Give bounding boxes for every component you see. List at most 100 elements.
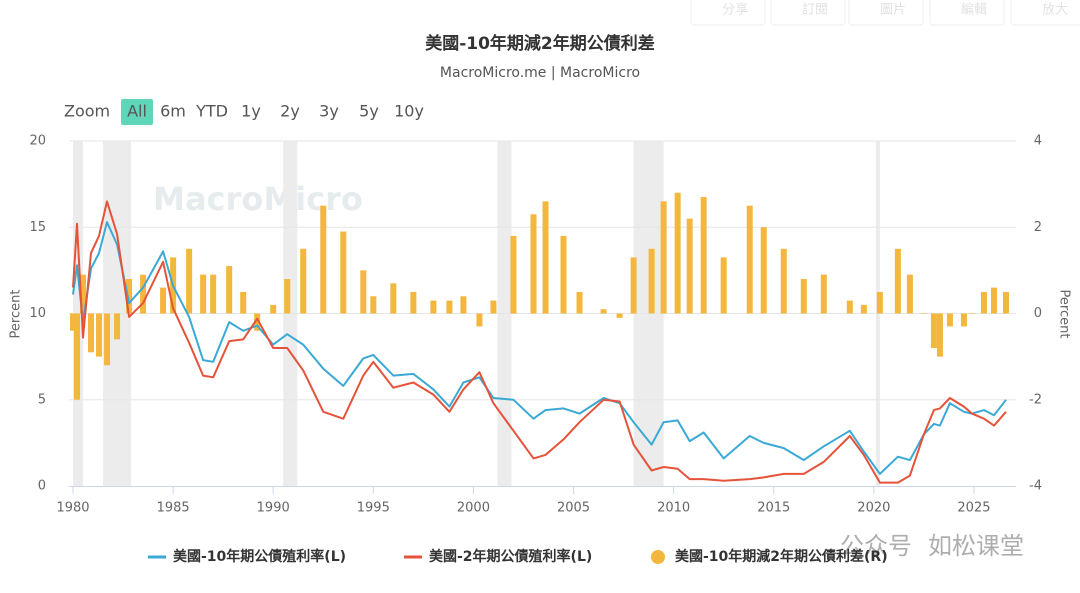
range-button-label[interactable]: 1y	[241, 102, 261, 121]
toolbar-button[interactable]	[770, 0, 846, 26]
bar	[920, 313, 927, 314]
range-button-label[interactable]: All	[127, 102, 147, 121]
range-button-label[interactable]: 10y	[394, 102, 424, 121]
bar	[140, 274, 147, 314]
bar	[510, 235, 517, 314]
toolbar-label: 放大	[1042, 3, 1068, 18]
bar	[114, 313, 121, 340]
toolbar-button[interactable]	[1010, 0, 1080, 26]
bar	[860, 304, 867, 314]
bar	[780, 248, 787, 314]
x-tick-label: 2005	[557, 501, 590, 516]
bar	[210, 274, 217, 314]
bar	[968, 313, 975, 314]
legend-label[interactable]: 美國-10年期減2年期公債利差(R)	[675, 548, 888, 565]
bar	[820, 274, 827, 314]
bar	[660, 201, 667, 314]
bar	[930, 313, 937, 348]
y2-tick-label: 2	[1034, 220, 1042, 235]
bar	[946, 313, 953, 327]
range-button[interactable]	[196, 99, 228, 125]
toolbar-label: 圖片	[880, 3, 906, 18]
range-button[interactable]	[316, 99, 342, 125]
bar	[876, 291, 883, 314]
range-button[interactable]	[160, 99, 186, 125]
bar	[686, 218, 693, 314]
toolbar-button[interactable]	[848, 0, 924, 26]
y-tick-label: 10	[29, 306, 46, 321]
chart-title: 美國-10年期減2年期公債利差	[425, 33, 655, 54]
bar	[630, 257, 637, 314]
bar	[542, 201, 549, 314]
overlay-text: 公众号	[840, 532, 912, 560]
x-tick-label: 2015	[757, 501, 790, 516]
y-tick-label: 0	[38, 479, 46, 494]
range-button-label[interactable]: YTD	[195, 102, 228, 121]
line	[72, 221, 1007, 475]
bar	[300, 248, 307, 314]
y2-axis-title: Percent	[1057, 290, 1072, 339]
bar	[648, 248, 655, 314]
x-tick-label: 2020	[857, 501, 890, 516]
bar	[284, 279, 291, 314]
bar	[390, 283, 397, 314]
bar	[530, 214, 537, 314]
y-tick-label: 5	[38, 392, 46, 407]
bar	[200, 274, 207, 314]
bar	[616, 313, 623, 318]
range-button-label[interactable]: 5y	[359, 102, 379, 121]
bar	[320, 205, 327, 314]
y-axis-title: Percent	[9, 290, 24, 339]
bar	[88, 313, 95, 353]
bar	[270, 304, 277, 314]
range-button[interactable]	[393, 99, 425, 125]
watermark: MacroMicro	[153, 180, 363, 218]
bar	[74, 313, 81, 400]
y-tick-label: 15	[29, 220, 46, 235]
range-button[interactable]	[356, 99, 382, 125]
bar	[980, 291, 987, 314]
bar	[254, 313, 261, 331]
y2-tick-label: -2	[1029, 392, 1042, 407]
legend-label[interactable]: 美國-10年期公債殖利率(L)	[173, 548, 346, 565]
toolbar-button[interactable]	[929, 0, 1005, 26]
range-button-label[interactable]: 6m	[160, 102, 186, 121]
bar	[700, 197, 707, 314]
toolbar-label: 分享	[722, 2, 748, 18]
line	[72, 200, 1007, 484]
bar	[576, 291, 583, 314]
y-tick-label: 20	[29, 134, 46, 149]
bar	[1002, 291, 1009, 314]
x-tick-label: 2025	[957, 501, 990, 516]
range-button[interactable]	[121, 99, 153, 125]
range-button-label[interactable]: 2y	[280, 102, 300, 121]
bar	[990, 287, 997, 314]
x-tick-label: 2010	[657, 501, 690, 516]
bar	[446, 300, 453, 314]
bar	[906, 274, 913, 314]
bar	[360, 270, 367, 314]
range-button-label[interactable]: 3y	[319, 102, 339, 121]
bar	[960, 313, 967, 327]
bar	[226, 266, 233, 314]
bar	[760, 227, 767, 314]
legend-label[interactable]: 美國-2年期公債殖利率(L)	[429, 548, 592, 565]
bar	[80, 274, 87, 314]
x-tick-label: 2000	[457, 501, 490, 516]
range-button[interactable]	[277, 99, 303, 125]
bar	[674, 192, 681, 314]
toolbar-button[interactable]	[690, 0, 766, 26]
bar	[410, 291, 417, 314]
range-button[interactable]	[238, 99, 264, 125]
bar	[560, 235, 567, 314]
y2-tick-label: 0	[1034, 306, 1042, 321]
bar	[800, 279, 807, 314]
bar	[70, 313, 77, 331]
y2-tick-label: -4	[1029, 479, 1042, 494]
bar	[936, 313, 943, 357]
bar	[430, 300, 437, 314]
x-tick-label: 1995	[357, 501, 390, 516]
x-tick-label: 1990	[257, 501, 290, 516]
legend-symbol[interactable]	[651, 550, 665, 564]
